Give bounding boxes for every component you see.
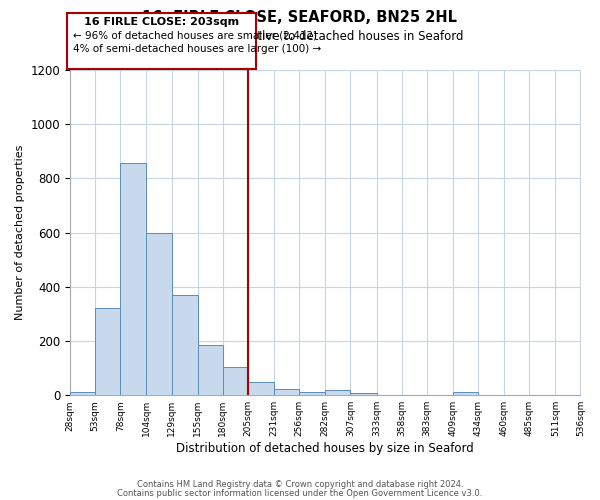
Text: Contains HM Land Registry data © Crown copyright and database right 2024.: Contains HM Land Registry data © Crown c… — [137, 480, 463, 489]
Bar — [172, 295, 197, 395]
Bar — [223, 367, 248, 395]
Text: Contains public sector information licensed under the Open Government Licence v3: Contains public sector information licen… — [118, 488, 482, 498]
X-axis label: Distribution of detached houses by size in Seaford: Distribution of detached houses by size … — [176, 442, 474, 455]
Bar — [248, 382, 274, 395]
Text: 4% of semi-detached houses are larger (100) →: 4% of semi-detached houses are larger (1… — [73, 44, 321, 54]
Bar — [197, 345, 223, 395]
Text: Size of property relative to detached houses in Seaford: Size of property relative to detached ho… — [137, 30, 463, 43]
Bar — [325, 390, 350, 395]
Bar — [146, 232, 172, 395]
Bar — [95, 308, 120, 395]
Bar — [70, 392, 95, 395]
Text: 16 FIRLE CLOSE: 203sqm: 16 FIRLE CLOSE: 203sqm — [84, 16, 239, 26]
Bar — [453, 392, 478, 395]
Bar — [120, 164, 146, 395]
Bar — [274, 389, 299, 395]
Bar — [350, 393, 377, 395]
Text: ← 96% of detached houses are smaller (2,412): ← 96% of detached houses are smaller (2,… — [73, 30, 317, 40]
Y-axis label: Number of detached properties: Number of detached properties — [15, 145, 25, 320]
Bar — [299, 392, 325, 395]
Text: 16, FIRLE CLOSE, SEAFORD, BN25 2HL: 16, FIRLE CLOSE, SEAFORD, BN25 2HL — [143, 10, 458, 25]
